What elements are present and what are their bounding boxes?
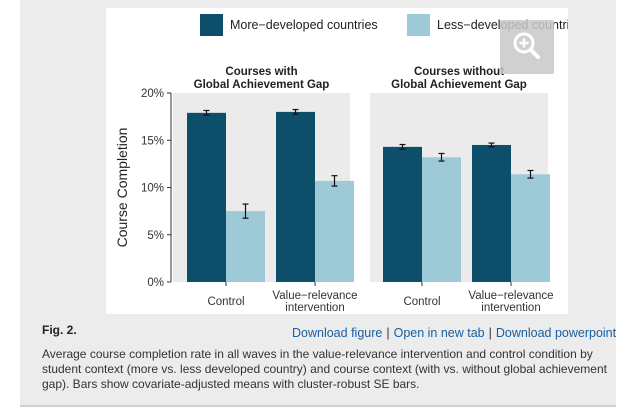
link-separator: | <box>386 326 390 340</box>
link-separator: | <box>488 326 492 340</box>
bar <box>187 112 226 282</box>
download-figure-link[interactable]: Download figure <box>292 326 383 340</box>
chart-figure: More−developed countries Less−developed c… <box>106 8 583 314</box>
x-tick-label: Control <box>403 296 440 308</box>
y-tick-label: 5% <box>147 230 164 242</box>
bar <box>511 174 550 282</box>
y-axis-label: Course Completion <box>114 128 130 248</box>
x-tick-label: Control <box>207 296 244 308</box>
bar <box>472 144 511 282</box>
y-tick-label: 20% <box>141 88 164 100</box>
bar-chart: More−developed countries Less−developed c… <box>114 14 583 314</box>
figure-panel: More−developed countries Less−developed c… <box>20 0 616 405</box>
y-tick-label: 0% <box>147 277 164 289</box>
x-tick-label: intervention <box>481 302 540 314</box>
panel-title: Global Achievement Gap <box>194 79 330 91</box>
divider <box>20 405 616 407</box>
y-tick-label: 15% <box>141 135 164 147</box>
bar <box>422 157 461 282</box>
zoom-in-icon <box>513 32 540 59</box>
legend-swatch <box>407 14 430 36</box>
bar <box>315 180 354 282</box>
figure-links: Download figure | Open in new tab | Download… <box>292 326 616 340</box>
bar <box>226 211 265 282</box>
legend-label: More−developed countries <box>230 18 378 32</box>
x-tick-label: Value−relevance <box>272 290 357 302</box>
legend-swatch <box>200 14 223 36</box>
download-powerpoint-link[interactable]: Download powerpoint <box>495 326 617 340</box>
y-tick-label: 10% <box>141 183 164 195</box>
bar <box>383 146 422 282</box>
panel-title: Courses without <box>414 66 504 78</box>
bar <box>276 111 315 283</box>
figure-caption: Average course completion rate in all wa… <box>42 347 607 391</box>
x-tick-label: Value−relevance <box>468 290 553 302</box>
panel-title: Global Achievement Gap <box>391 79 527 91</box>
x-tick-label: intervention <box>285 302 344 314</box>
panel-title: Courses with <box>225 66 297 78</box>
open-new-tab-link[interactable]: Open in new tab <box>393 326 485 340</box>
figure-label: Fig. 2. <box>42 323 77 337</box>
zoom-button[interactable] <box>500 20 554 74</box>
